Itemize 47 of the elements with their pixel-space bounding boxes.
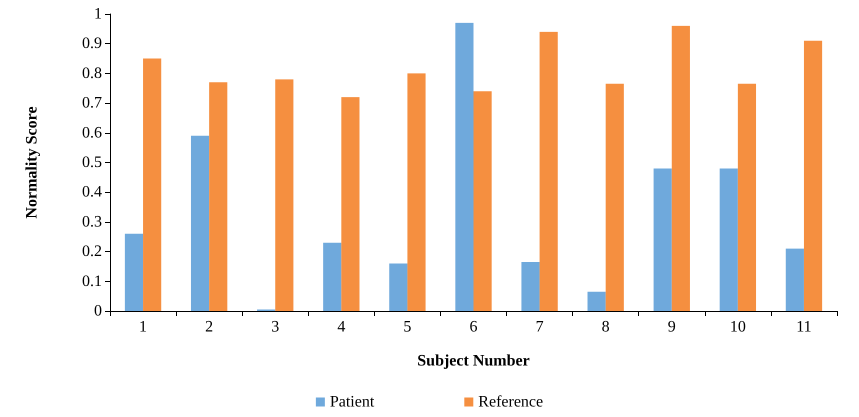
bar <box>720 168 738 311</box>
x-tick-label: 7 <box>536 318 544 336</box>
y-tick-label: 0.6 <box>82 124 102 142</box>
legend-label: Patient <box>330 394 375 410</box>
y-tick-label: 0.3 <box>82 213 102 230</box>
x-tick-label: 1 <box>139 318 148 336</box>
legend-label: Reference <box>478 394 544 410</box>
bar <box>323 242 342 311</box>
y-tick-label: 0.8 <box>82 64 102 82</box>
bar <box>407 73 426 311</box>
bar <box>474 91 492 311</box>
bar <box>455 22 474 311</box>
bar <box>341 97 360 311</box>
x-tick-label: 8 <box>602 318 610 336</box>
y-tick-label: 1 <box>94 6 102 22</box>
y-tick-label: 0.4 <box>82 184 102 201</box>
x-tick-label: 9 <box>668 318 676 336</box>
bar <box>124 234 144 311</box>
bar <box>190 136 210 311</box>
x-tick-label: 3 <box>271 318 280 336</box>
x-axis-title: Subject Number <box>417 352 530 370</box>
y-axis-title: Normality Score <box>24 106 40 219</box>
bar <box>588 292 606 311</box>
x-tick-label: 10 <box>730 318 746 336</box>
bar <box>654 168 672 311</box>
x-tick-label: 4 <box>337 318 346 336</box>
y-tick-label: 0.7 <box>82 94 102 112</box>
bar <box>389 263 408 311</box>
x-tick-label: 11 <box>796 318 812 336</box>
x-tick-label: 2 <box>205 318 214 336</box>
bar <box>143 58 162 311</box>
y-tick-label: 0.9 <box>82 35 102 52</box>
bar <box>209 82 228 311</box>
y-tick-label: 0.5 <box>82 154 102 171</box>
bar <box>275 79 294 311</box>
bar <box>786 248 804 311</box>
bar <box>521 262 540 311</box>
y-tick-label: 0.2 <box>82 243 102 260</box>
x-tick-label: 5 <box>403 318 412 336</box>
bar <box>738 84 756 311</box>
x-tick-label: 6 <box>470 318 478 336</box>
bar <box>804 40 822 311</box>
y-tick-label: 0.1 <box>82 272 102 290</box>
bar <box>606 84 624 311</box>
bar <box>672 26 690 311</box>
y-tick-label: 0 <box>94 302 102 320</box>
bar <box>540 32 558 311</box>
